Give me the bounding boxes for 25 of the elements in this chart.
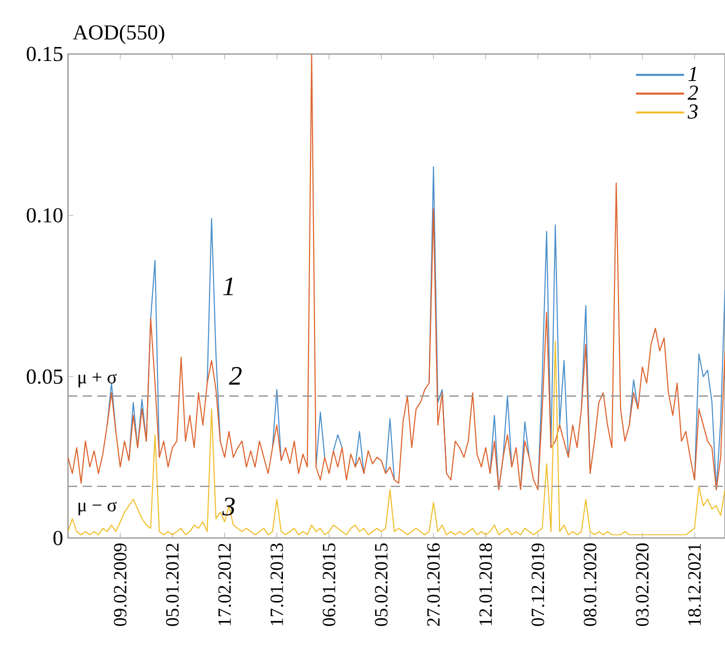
- x-tick-label: 18.12.2021: [688, 544, 701, 626]
- ref-line-label: μ − σ: [78, 502, 117, 516]
- x-tick-label: 12.01.2018: [479, 543, 492, 626]
- x-tick-label: 07.12.2019: [532, 543, 544, 626]
- x-tick-label: 05.02.2015: [374, 543, 388, 626]
- x-tick-label: 08.01.2020: [584, 543, 596, 626]
- y-tick-label: 0.05: [26, 369, 62, 384]
- y-tick-label: 0: [53, 530, 62, 546]
- y-tick-label: 0.15: [26, 46, 62, 62]
- x-tick-label: 05.01.2012: [166, 544, 179, 626]
- x-tick-label: 27.01.2016: [427, 543, 440, 626]
- annotation: 3: [222, 498, 235, 516]
- x-tick-label: 17.02.2012: [218, 544, 231, 626]
- legend-label: 3: [688, 104, 698, 119]
- annotation: 2: [228, 367, 242, 385]
- ref-line-label: μ + σ: [78, 372, 117, 388]
- annotation: 1: [223, 278, 233, 296]
- x-tick-label: 06.01.2015: [322, 543, 336, 626]
- legend-label: 1: [688, 66, 696, 81]
- y-tick-label: 0.10: [26, 208, 62, 223]
- x-tick-label: 09.02.2009: [114, 543, 127, 626]
- y-axis-title: AOD(550): [72, 24, 164, 44]
- x-tick-label: 03.02.2020: [636, 543, 649, 626]
- legend-label: 2: [688, 86, 698, 100]
- x-tick-label: 17.01.2013: [270, 543, 284, 626]
